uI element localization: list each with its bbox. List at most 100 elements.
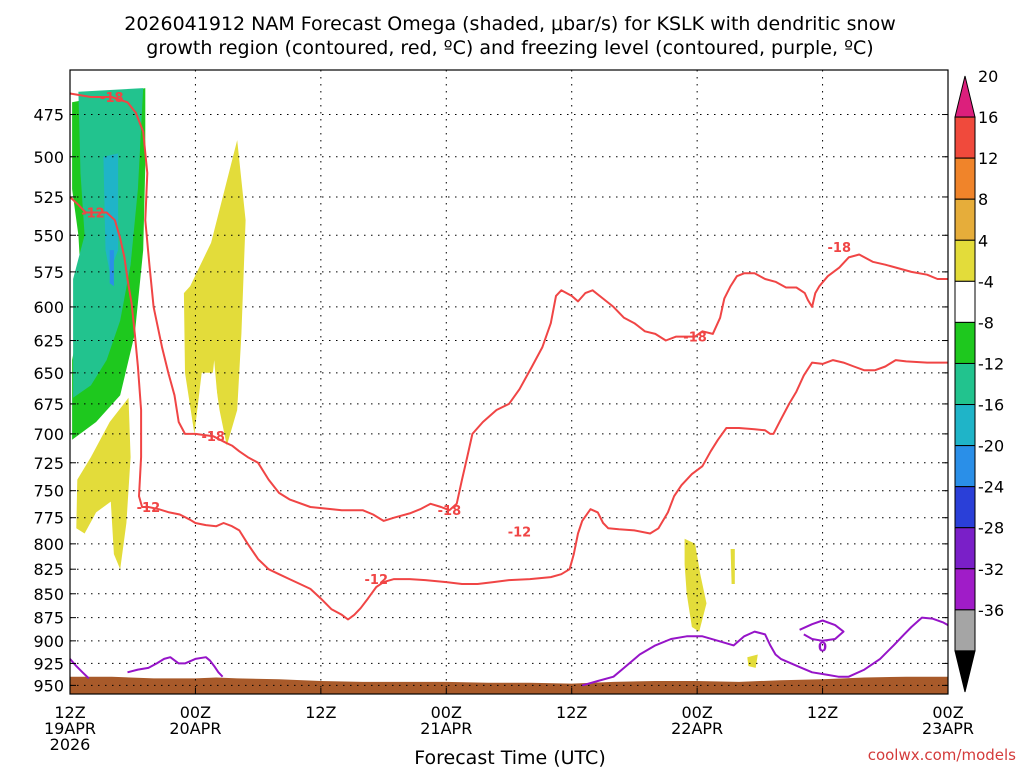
omega-region-4 (76, 397, 131, 570)
ytick-label-525: 525 (33, 188, 64, 207)
ytick-label-500: 500 (33, 148, 64, 167)
xtick-label-24-1: 12Z (305, 703, 336, 722)
ytick-label-900: 900 (33, 632, 64, 651)
chart-title-line2: growth region (contoured, red, ºC) and f… (146, 37, 873, 59)
ground-layer (70, 676, 948, 694)
freezing-contours: 0 (69, 616, 949, 687)
colorbar-bin--4 (954, 280, 976, 323)
credit-text: coolwx.com/models (868, 746, 1016, 764)
ytick-label-600: 600 (33, 298, 64, 317)
plot-frame (69, 69, 949, 695)
ytick-label-950: 950 (33, 676, 64, 695)
dgz-line-1 (69, 196, 948, 621)
x-axis-label: Forecast Time (UTC) (414, 747, 605, 768)
colorbar-bin--32 (954, 568, 976, 611)
xtick-label-48-1: 12Z (556, 703, 587, 722)
xtick-label-0-3: 2026 (50, 735, 91, 754)
colorbar-label-12: 12 (978, 149, 998, 168)
dgz-label-0-1: -18 (201, 430, 225, 445)
dgz-label-0-3: -18 (683, 331, 707, 346)
ytick-label-775: 775 (33, 509, 64, 528)
dgz-line-0 (69, 92, 948, 522)
dgz-label-1-2: -12 (365, 573, 389, 588)
xtick-label-60-2: 22APR (671, 719, 723, 738)
ytick-label-800: 800 (33, 535, 64, 554)
frz-line-3 (799, 619, 845, 642)
frz-line-1 (127, 656, 224, 678)
xtick-label-0-2: 19APR (44, 719, 96, 738)
omega-region-9 (266, 603, 292, 664)
frz-line-2 (581, 616, 949, 687)
colorbar-bin-16 (954, 116, 976, 159)
ytick-label-550: 550 (33, 226, 64, 245)
omega-region-11 (730, 549, 735, 584)
ground-fill (70, 676, 948, 694)
dgz-contours: -18 -18 -18 -18 -18 -12 -12 -12 -12 (69, 91, 948, 621)
dgz-label-1-3: -12 (508, 525, 532, 540)
frz-line-0 (69, 658, 90, 680)
colorbar-label--32: -32 (978, 560, 1004, 579)
colorbar-bin--24 (954, 486, 976, 529)
colorbar-bin-12 (954, 157, 976, 200)
colorbar-bin--8 (954, 321, 976, 364)
colorbar-bin-top (954, 75, 976, 118)
dgz-label-0-2: -18 (438, 504, 462, 519)
ytick-label-625: 625 (33, 332, 64, 351)
colorbar-label--28: -28 (978, 519, 1004, 538)
colorbar-label--36: -36 (978, 601, 1004, 620)
omega-region-5 (183, 140, 246, 446)
colorbar-bin-4 (954, 239, 976, 282)
ytick-label-700: 700 (33, 425, 64, 444)
xtick-label-60-1: 00Z (681, 703, 712, 722)
colorbar-label--24: -24 (978, 478, 1004, 497)
omega-shading (72, 88, 758, 668)
colorbar: 20 16 12 8 4 -4 -8 -12 -16 -20 -24 -28 -32 -36 (954, 67, 1004, 693)
omega-region-12 (747, 654, 758, 668)
xtick-label-84-2: 23APR (922, 719, 974, 738)
colorbar-label--20: -20 (978, 437, 1004, 456)
colorbar-bin--16 (954, 404, 976, 447)
ytick-label-650: 650 (33, 364, 64, 383)
xtick-label-72-1: 12Z (807, 703, 838, 722)
ytick-label-575: 575 (33, 263, 64, 282)
omega-region-6 (127, 554, 162, 632)
dgz-label-0-4: -18 (828, 241, 852, 256)
frz-label-0-0: 0 (818, 640, 827, 655)
colorbar-bin--28 (954, 527, 976, 570)
colorbar-label--12: -12 (978, 354, 1004, 373)
ytick-label-725: 725 (33, 454, 64, 473)
colorbar-label--16: -16 (978, 396, 1004, 415)
ytick-label-875: 875 (33, 609, 64, 628)
colorbar-label-4: 4 (978, 231, 988, 250)
xtick-label-36-1: 00Z (431, 703, 462, 722)
colorbar-bin--36 (954, 609, 976, 652)
colorbar-label-8: 8 (978, 190, 988, 209)
ytick-label-750: 750 (33, 482, 64, 501)
colorbar-bin-bottom (954, 650, 976, 693)
omega-region-2 (103, 153, 119, 272)
xtick-label-12-1: 00Z (180, 703, 211, 722)
colorbar-label-16: 16 (978, 108, 998, 127)
xtick-label-0-1: 12Z (54, 703, 85, 722)
y-axis-ticks: 475 500 525 550 575 600 625 650 675 700 725 750 775 8… (33, 106, 948, 695)
colorbar-label--4: -4 (978, 272, 994, 291)
omega-region-3 (109, 250, 114, 287)
dgz-label-1-0: -12 (81, 206, 105, 221)
xtick-label-12-2: 20APR (169, 719, 221, 738)
omega-region-8 (203, 360, 222, 604)
dgz-label-0-0: -18 (100, 91, 124, 106)
ytick-label-825: 825 (33, 560, 64, 579)
xtick-label-84-1: 00Z (932, 703, 963, 722)
colorbar-label-20: 20 (978, 67, 998, 86)
xtick-label-36-2: 21APR (420, 719, 472, 738)
colorbar-bin-8 (954, 198, 976, 241)
dgz-label-1-1: -12 (137, 501, 161, 516)
colorbar-bin--12 (954, 362, 976, 406)
colorbar-label--8: -8 (978, 313, 994, 332)
ytick-label-850: 850 (33, 585, 64, 604)
omega-region-10 (684, 538, 707, 632)
omega-region-7 (167, 554, 204, 659)
